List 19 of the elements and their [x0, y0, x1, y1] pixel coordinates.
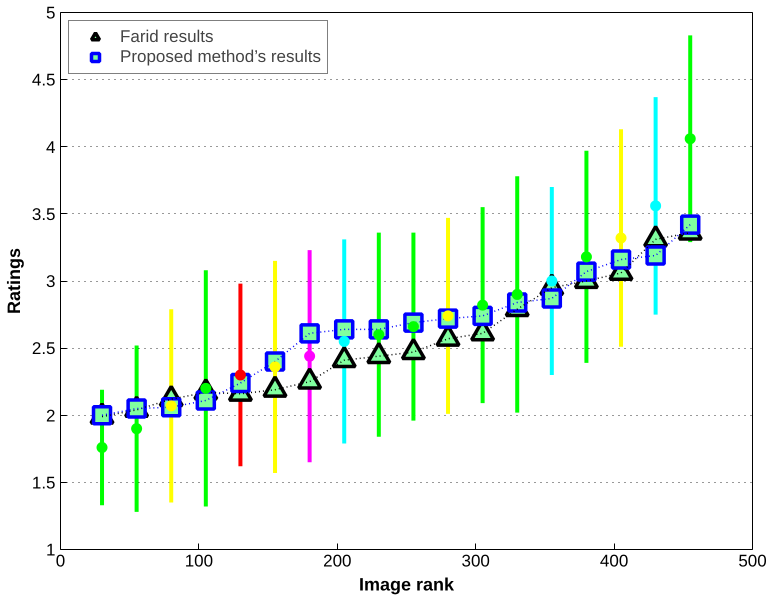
x-tick-label: 500	[738, 552, 767, 570]
y-axis-title: Ratings	[4, 248, 24, 314]
y-tick-label: 3.5	[32, 204, 56, 224]
y-tick-label: 5	[46, 4, 56, 22]
legend-label: Farid results	[120, 27, 214, 47]
y-tick-label: 4.5	[32, 70, 56, 90]
legend-label: Proposed method’s results	[120, 47, 321, 67]
y-tick-label: 2.5	[32, 339, 56, 358]
x-tick-label: 300	[462, 552, 490, 570]
y-tick-label: 1	[46, 540, 56, 560]
y-tick-label: 3	[46, 272, 56, 291]
x-tick-label: 200	[323, 552, 352, 570]
x-axis-title: Image rank	[358, 574, 456, 594]
x-tick-label: 400	[600, 552, 628, 570]
x-tick-label: 0	[56, 552, 66, 570]
y-tick-label: 4	[46, 138, 56, 157]
x-tick-label: 100	[184, 552, 214, 570]
y-tick-label: 1.5	[32, 473, 56, 492]
y-tick-label: 2	[46, 406, 56, 426]
